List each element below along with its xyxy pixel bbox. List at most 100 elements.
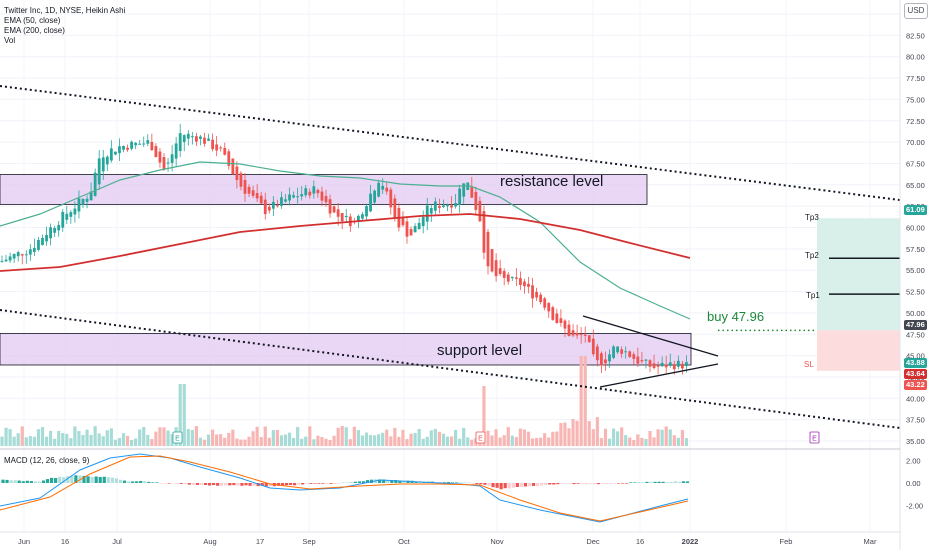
macd-legend[interactable]: MACD (12, 26, close, 9) xyxy=(4,456,90,465)
legend-vol[interactable]: Vol xyxy=(4,36,16,45)
volume-bar xyxy=(178,384,182,446)
candle-body xyxy=(514,277,518,279)
candle-body xyxy=(490,249,494,272)
candle-body xyxy=(527,283,530,287)
candle-body xyxy=(81,198,85,205)
time-axis[interactable]: Jun 16 Jul Aug 17 Sep Oct Nov Dec 16 2022 Feb Mar xyxy=(18,537,877,546)
macd-histogram-bar xyxy=(442,482,447,483)
macd-line xyxy=(0,453,689,523)
candle-body xyxy=(664,364,668,368)
macd-histogram-bar xyxy=(653,481,657,483)
volume-bar xyxy=(413,433,417,446)
legend-ema50[interactable]: EMA (50, close) xyxy=(4,16,61,25)
volume-bar xyxy=(259,437,263,446)
legend-ema200[interactable]: EMA (200, close) xyxy=(4,26,65,35)
candle-body xyxy=(195,136,198,142)
macd-histogram-bar xyxy=(114,478,118,483)
volume-bar xyxy=(202,439,207,446)
volume-bar xyxy=(462,427,466,446)
macd-histogram-bar xyxy=(216,483,220,486)
ema200-line xyxy=(0,213,691,272)
macd-histogram-bar xyxy=(337,483,341,484)
macd-histogram-bar xyxy=(9,480,13,483)
macd-histogram-bar xyxy=(673,481,677,483)
volume-bar xyxy=(498,437,502,446)
earnings-marker-label: E xyxy=(478,436,483,443)
macd-histogram-bar xyxy=(264,483,268,487)
candle-body xyxy=(324,196,328,203)
candle-body xyxy=(547,303,551,312)
candle-body xyxy=(373,190,376,203)
macd-histogram-bar xyxy=(390,480,394,483)
legend-symbol[interactable]: Twitter Inc, 1D, NYSE, Heikin Ashi xyxy=(4,6,126,15)
macd-histogram-bar xyxy=(118,479,123,483)
macd-histogram-bar xyxy=(5,479,9,483)
volume-bar xyxy=(421,438,425,446)
candle-body xyxy=(126,147,129,150)
macd-histogram-bar xyxy=(90,476,94,483)
volume-bar xyxy=(97,433,101,446)
macd-histogram-bar xyxy=(224,483,228,486)
volume-bar xyxy=(368,435,373,446)
volume-bar xyxy=(547,437,551,446)
volume-bar xyxy=(117,437,122,446)
volume-bar xyxy=(138,429,142,446)
triangle-lower-line xyxy=(599,363,719,388)
volume-bar xyxy=(283,434,288,446)
volume-bar xyxy=(255,426,259,446)
grid xyxy=(0,0,900,532)
macd-histogram-bar xyxy=(580,483,584,484)
x-tick-label: Nov xyxy=(490,537,504,546)
currency-button[interactable]: USD xyxy=(904,3,928,19)
volume-bar xyxy=(190,429,194,446)
volume-bar xyxy=(275,430,279,446)
candle-body xyxy=(652,363,656,368)
candle-body xyxy=(320,191,324,201)
price-zones xyxy=(0,174,692,366)
candle-body xyxy=(676,360,680,367)
volume-bar xyxy=(57,430,61,446)
volume-bar xyxy=(599,438,603,446)
volume-bar xyxy=(81,434,85,446)
volume-bar xyxy=(304,436,308,446)
volume-bar xyxy=(53,438,57,446)
macd-histogram-bar xyxy=(159,483,163,484)
volume-bar xyxy=(340,426,344,446)
macd-histogram-bar xyxy=(471,483,475,484)
volume-bar xyxy=(571,418,575,446)
macd-histogram-bar xyxy=(588,483,592,484)
macd-histogram-bar xyxy=(135,481,139,483)
candle-body xyxy=(668,362,672,366)
macd-histogram-bar xyxy=(212,483,216,486)
macd-histogram-bar xyxy=(41,480,46,483)
macd-tick-label: 2.00 xyxy=(906,457,921,466)
macd-histogram-bar xyxy=(280,483,285,486)
candle-body xyxy=(361,214,364,219)
candle-body xyxy=(134,142,138,146)
volume-bar xyxy=(198,437,203,446)
volume-bar xyxy=(142,426,146,446)
macd-histogram-bar xyxy=(179,483,183,484)
macd-histogram-bar xyxy=(345,482,349,483)
volume-bar xyxy=(539,437,543,446)
volume-bar xyxy=(328,439,332,446)
volume-bar xyxy=(668,429,672,446)
candle-body xyxy=(49,227,52,239)
volume-bar xyxy=(575,420,579,446)
candle-body xyxy=(450,205,453,208)
candle-body xyxy=(284,199,287,202)
macd-histogram-bar xyxy=(536,483,540,487)
candle-body xyxy=(510,276,514,279)
macd-histogram-bar xyxy=(248,483,252,486)
candle-body xyxy=(243,179,247,194)
macd-histogram-bar xyxy=(94,476,98,483)
macd-histogram-bar xyxy=(62,477,66,483)
candle-body xyxy=(344,215,348,218)
volume-bar xyxy=(61,433,65,446)
candle-body xyxy=(162,157,166,170)
macd-histogram-bar xyxy=(122,480,127,483)
candle-body xyxy=(575,332,579,336)
candle-body xyxy=(300,194,304,197)
